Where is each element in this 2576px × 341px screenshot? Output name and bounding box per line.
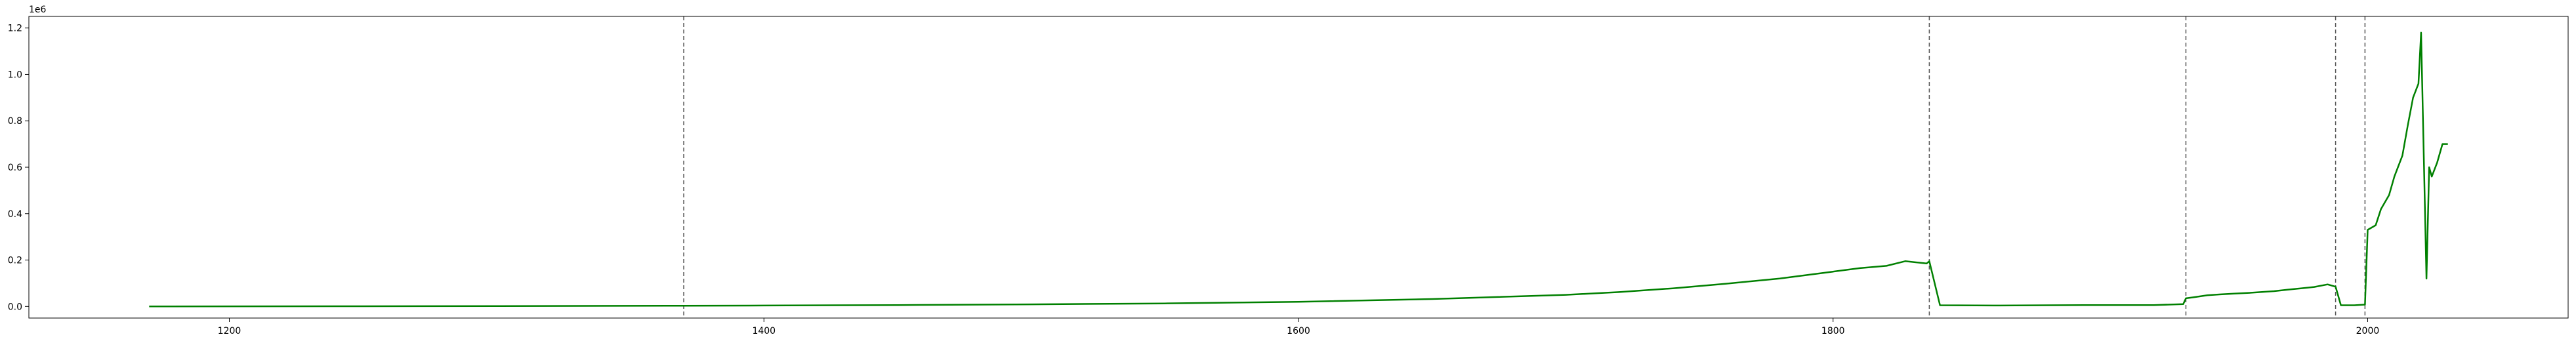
x-axis-ticks: 1200 1400 1600 1800 2000: [218, 318, 2380, 336]
plot-area: [29, 16, 2568, 318]
x-tick-label: 2000: [2356, 326, 2380, 336]
y-tick-label: 0.2: [8, 256, 22, 266]
x-tick-label: 1600: [1287, 326, 1310, 336]
series-line-0: [149, 31, 2448, 308]
y-axis-ticks: 0.0 0.2 0.4 0.6 0.8 1.0 1.2: [8, 24, 29, 312]
series-layer: [149, 31, 2448, 308]
x-tick-label: 1200: [218, 326, 241, 336]
y-tick-label: 0.8: [8, 116, 22, 127]
y-tick-label: 1.0: [8, 70, 22, 80]
vertical-reference-lines: [683, 16, 2366, 318]
y-tick-label: 0.6: [8, 163, 22, 173]
x-tick-label: 1400: [752, 326, 776, 336]
x-tick-label: 1800: [1821, 326, 1845, 336]
y-tick-label: 1.2: [8, 24, 22, 34]
y-offset-text: 1e6: [29, 5, 47, 15]
y-tick-label: 0.4: [8, 209, 22, 220]
y-tick-label: 0.0: [8, 302, 22, 312]
